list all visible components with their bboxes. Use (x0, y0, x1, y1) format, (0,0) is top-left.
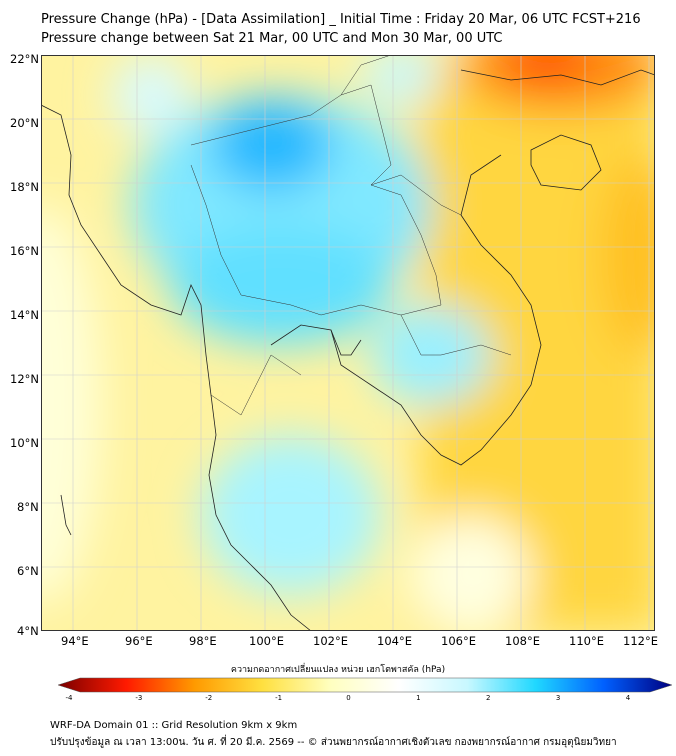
lat-tick: 20°N (10, 116, 39, 130)
colorbar-tick: 0 (346, 694, 351, 702)
colorbar-tick: -4 (65, 694, 73, 702)
colorbar-tick: -2 (205, 694, 213, 702)
colorbar-tick: -1 (275, 694, 283, 702)
lat-tick: 14°N (10, 308, 39, 322)
colorbar-label: ความกดอากาศเปลี่ยนแปลง หน่วย เฮกโตพาสคัล… (230, 665, 446, 675)
lat-tick: 18°N (10, 180, 39, 194)
lat-tick: 6°N (17, 564, 39, 578)
lon-tick: 98°E (189, 634, 217, 648)
lon-tick: 102°E (313, 634, 348, 648)
lon-tick: 96°E (125, 634, 153, 648)
pressure-map (41, 55, 655, 631)
map-frame (41, 55, 655, 631)
colorbar-tick: 3 (555, 694, 561, 702)
lon-tick: 108°E (505, 634, 540, 648)
colorbar-tick: 2 (486, 694, 491, 702)
borders (190, 55, 512, 416)
lat-tick: 12°N (10, 372, 39, 386)
lat-tick: 22°N (10, 52, 39, 66)
lon-tick: 94°E (61, 634, 89, 648)
lon-tick: 104°E (377, 634, 412, 648)
colorbar-tick: -3 (135, 694, 143, 702)
lat-tick: 16°N (10, 244, 39, 258)
pressure-field (41, 55, 655, 631)
lon-tick: 100°E (249, 634, 284, 648)
lat-tick: 8°N (17, 500, 39, 514)
lat-tick: 10°N (10, 436, 39, 450)
map-title: Pressure Change (hPa) - [Data Assimilati… (41, 12, 641, 27)
colorbar-tick: 4 (625, 694, 631, 702)
footer-credit: ปรับปรุงข้อมูล ณ เวลา 13:00น. วัน ศ. ที่… (50, 737, 617, 748)
lon-tick: 112°E (623, 634, 658, 648)
footer-model-info: WRF-DA Domain 01 :: Grid Resolution 9km … (50, 720, 298, 731)
gridlines (41, 55, 655, 631)
coastlines (41, 69, 655, 631)
map-subtitle: Pressure change between Sat 21 Mar, 00 U… (41, 31, 503, 46)
colorbar-tick: 1 (416, 694, 421, 702)
lat-tick: 4°N (17, 624, 39, 638)
lon-tick: 110°E (569, 634, 604, 648)
lon-tick: 106°E (441, 634, 476, 648)
colorbar (57, 677, 673, 693)
